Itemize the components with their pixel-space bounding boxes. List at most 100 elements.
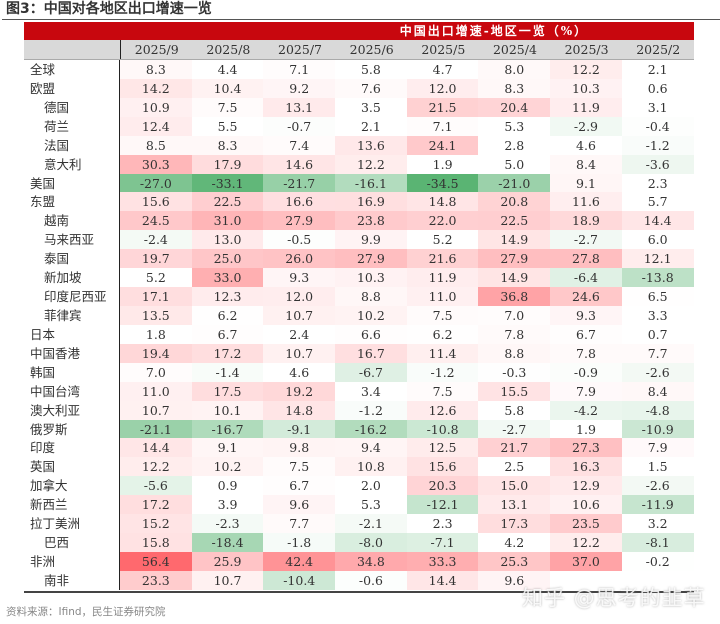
value-cell: 1.9 bbox=[550, 419, 622, 439]
value-cell: 16.6 bbox=[263, 192, 336, 212]
value-cell: 20.4 bbox=[478, 97, 551, 117]
value-cell: 5.2 bbox=[406, 230, 479, 250]
value-cell: 8.3 bbox=[478, 78, 551, 98]
value-cell: -1.2 bbox=[335, 400, 407, 420]
value-cell: 6.7 bbox=[550, 324, 622, 344]
value-cell: 24.5 bbox=[120, 211, 192, 231]
value-cell: -2.7 bbox=[550, 230, 622, 250]
value-cell: 5.0 bbox=[478, 154, 551, 174]
value-cell: 20.8 bbox=[478, 192, 551, 212]
row-label: 印度 bbox=[24, 438, 120, 458]
value-cell: 6.2 bbox=[191, 305, 264, 325]
value-cell: 16.7 bbox=[335, 343, 407, 363]
column-header: 2025/5 bbox=[421, 42, 466, 57]
value-cell: 5.3 bbox=[335, 495, 407, 515]
value-cell: 10.7 bbox=[263, 343, 336, 363]
value-cell: 3.1 bbox=[621, 97, 694, 117]
value-cell: 12.6 bbox=[406, 400, 479, 420]
value-cell: -18.4 bbox=[191, 533, 264, 552]
value-cell: 10.2 bbox=[191, 457, 264, 477]
value-cell: 2.4 bbox=[263, 324, 336, 344]
table-row: 意大利 30.3 17.9 14.6 12.2 1.9 5.0 8.4 -3.6 bbox=[24, 154, 694, 174]
table-row: 中国香港 19.4 17.2 10.7 16.7 11.4 8.8 7.8 7.7 bbox=[24, 343, 694, 363]
value-cell: 7.5 bbox=[191, 97, 264, 117]
table-row: 英国 12.2 10.2 7.5 10.8 15.6 2.5 16.3 1.5 bbox=[24, 457, 694, 477]
table-row: 南非 23.3 10.7 -10.4 -0.6 14.4 9.6 bbox=[24, 570, 694, 590]
value-cell: 0.6 bbox=[621, 78, 694, 98]
value-cell: -2.3 bbox=[191, 514, 264, 534]
row-label: 印度尼西亚 bbox=[24, 287, 120, 306]
value-cell: 4.2 bbox=[478, 533, 551, 552]
row-label: 加拿大 bbox=[24, 476, 120, 496]
value-cell: -0.9 bbox=[550, 362, 622, 382]
title-rule bbox=[2, 19, 720, 20]
value-cell: -27.0 bbox=[120, 173, 192, 193]
value-cell: 23.5 bbox=[550, 514, 622, 534]
value-cell: 8.4 bbox=[550, 154, 622, 174]
value-cell: 12.2 bbox=[550, 533, 622, 552]
column-header: 2025/8 bbox=[206, 42, 251, 57]
value-cell: -3.6 bbox=[621, 154, 694, 174]
value-cell: 3.5 bbox=[335, 97, 407, 117]
value-cell: 25.9 bbox=[191, 551, 264, 571]
value-cell: -2.6 bbox=[621, 362, 694, 382]
value-cell: 13.1 bbox=[478, 495, 551, 515]
value-cell: 10.7 bbox=[191, 570, 264, 590]
value-cell: 9.2 bbox=[263, 78, 336, 98]
value-cell: 8.8 bbox=[478, 343, 551, 363]
value-cell: 9.3 bbox=[550, 305, 622, 325]
table-row: 越南 24.5 31.0 27.9 23.8 22.0 22.5 18.9 14.4 bbox=[24, 211, 694, 231]
value-cell: 16.9 bbox=[335, 192, 407, 212]
value-cell: 2.3 bbox=[406, 514, 479, 534]
value-cell: 17.2 bbox=[191, 343, 264, 363]
value-cell: -1.4 bbox=[191, 362, 264, 382]
row-label: 德国 bbox=[24, 97, 120, 117]
watermark: 知乎 @思考的韭草 bbox=[522, 586, 706, 610]
value-cell: 42.4 bbox=[263, 551, 336, 571]
value-cell: 7.4 bbox=[263, 135, 336, 155]
value-cell: 8.4 bbox=[621, 381, 694, 401]
row-label: 新加坡 bbox=[24, 268, 120, 288]
value-cell: 9.6 bbox=[478, 570, 551, 590]
value-cell: 21.7 bbox=[478, 438, 551, 458]
value-cell: -33.1 bbox=[191, 173, 264, 193]
column-header: 2025/6 bbox=[349, 42, 394, 57]
value-cell: 5.8 bbox=[478, 400, 551, 420]
value-cell: 7.7 bbox=[263, 514, 336, 534]
value-cell: -0.7 bbox=[263, 116, 336, 136]
row-label: 英国 bbox=[24, 457, 120, 477]
value-cell: -11.9 bbox=[621, 495, 694, 515]
table-row: 新西兰 17.2 3.9 9.6 5.3 -12.1 13.1 10.6 -11.9 bbox=[24, 495, 694, 515]
value-cell: 9.1 bbox=[550, 173, 622, 193]
value-cell: 7.1 bbox=[406, 116, 479, 136]
value-cell: 34.8 bbox=[335, 551, 407, 571]
row-label: 东盟 bbox=[24, 192, 120, 212]
value-cell: 3.4 bbox=[335, 381, 407, 401]
value-cell: -34.5 bbox=[406, 173, 479, 193]
value-cell: 7.9 bbox=[550, 381, 622, 401]
value-cell: 12.4 bbox=[120, 116, 192, 136]
value-cell: 13.0 bbox=[191, 230, 264, 250]
value-cell: 9.6 bbox=[263, 495, 336, 515]
table-row: 菲律宾 13.5 6.2 10.7 10.2 7.5 7.0 9.3 3.3 bbox=[24, 305, 694, 325]
value-cell: -0.6 bbox=[335, 570, 407, 590]
table-row: 印度尼西亚 17.1 12.3 12.0 8.8 11.0 36.8 24.6 6.5 bbox=[24, 287, 694, 306]
value-cell: 11.0 bbox=[406, 287, 479, 306]
value-cell: -13.8 bbox=[621, 268, 694, 288]
value-cell: 9.1 bbox=[191, 438, 264, 458]
table-row: 韩国 7.0 -1.4 4.6 -6.7 -1.2 -0.3 -0.9 -2.6 bbox=[24, 362, 694, 382]
value-cell: -21.0 bbox=[478, 173, 551, 193]
table-row: 德国 10.9 7.5 13.1 3.5 21.5 20.4 11.9 3.1 bbox=[24, 97, 694, 117]
value-cell: -7.1 bbox=[406, 533, 479, 552]
value-cell: -21.7 bbox=[263, 173, 336, 193]
table-row: 美国 -27.0 -33.1 -21.7 -16.1 -34.5 -21.0 9.1 2.3 bbox=[24, 173, 694, 193]
value-cell: 23.8 bbox=[335, 211, 407, 231]
value-cell: 8.3 bbox=[191, 135, 264, 155]
value-cell: 7.0 bbox=[120, 362, 192, 382]
table-row: 拉丁美洲 15.2 -2.3 7.7 -2.1 2.3 17.3 23.5 3.2 bbox=[24, 514, 694, 534]
table-row: 泰国 19.7 25.0 26.0 27.9 21.6 27.9 27.8 12.1 bbox=[24, 249, 694, 269]
value-cell: 9.3 bbox=[263, 268, 336, 288]
value-cell: -2.4 bbox=[120, 230, 192, 250]
row-label: 泰国 bbox=[24, 249, 120, 269]
value-cell: -16.7 bbox=[191, 419, 264, 439]
